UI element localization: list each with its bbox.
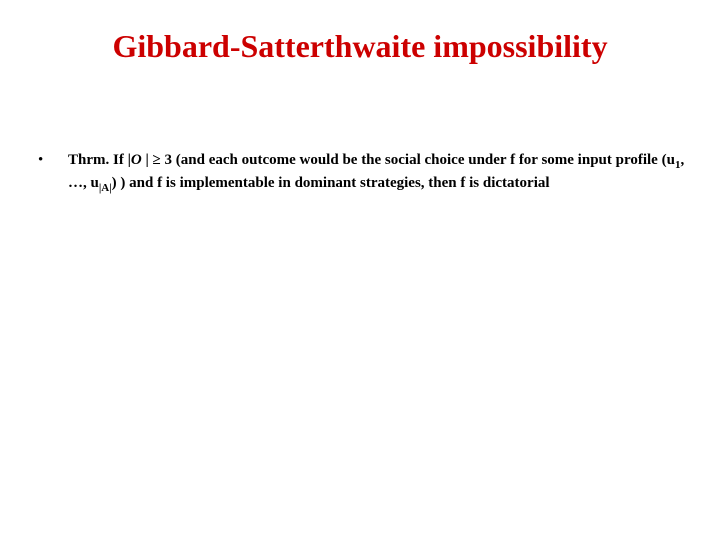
- slide-body: • Thrm. If |O | ≥ 3 (and each outcome wo…: [36, 150, 690, 196]
- theorem-subA: |A|: [99, 182, 112, 194]
- theorem-after-sub: ) ) and f is implementable in dominant s…: [112, 175, 550, 191]
- slide: Gibbard-Satterthwaite impossibility • Th…: [0, 0, 720, 540]
- slide-title: Gibbard-Satterthwaite impossibility: [0, 28, 720, 65]
- theorem-lead: Thrm. If |: [68, 152, 131, 168]
- theorem-O: O: [131, 152, 142, 168]
- bullet-marker: •: [36, 150, 68, 170]
- theorem-after-O: | ≥ 3 (and each outcome would be the soc…: [142, 152, 675, 168]
- bullet-item: • Thrm. If |O | ≥ 3 (and each outcome wo…: [36, 150, 690, 196]
- bullet-text: Thrm. If |O | ≥ 3 (and each outcome woul…: [68, 150, 690, 196]
